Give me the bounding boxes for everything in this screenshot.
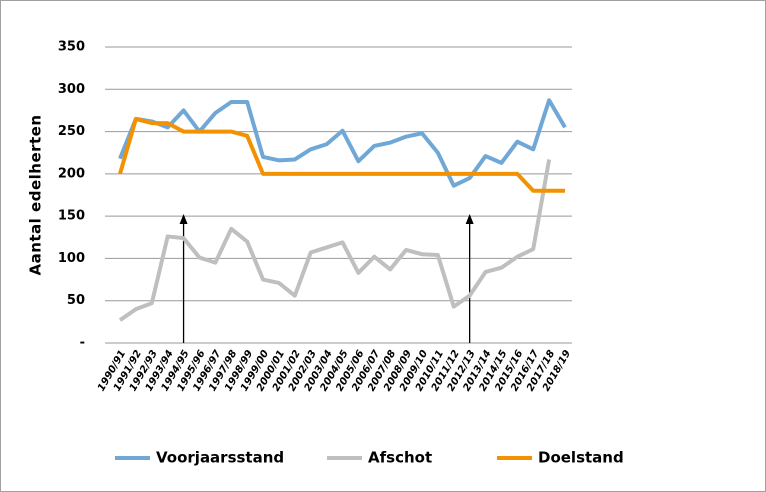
- legend-label: Afschot: [368, 449, 432, 467]
- y-tick-label: 50: [67, 293, 85, 308]
- series-line: [118, 159, 552, 322]
- arrow-head: [179, 214, 188, 224]
- y-tick-label: 300: [58, 82, 85, 97]
- y-tick-label: 200: [58, 166, 85, 181]
- arrow-head: [465, 214, 474, 224]
- series-line: [118, 98, 567, 188]
- y-axis-label: Aantal edelherten: [27, 114, 45, 275]
- y-tick-label: 350: [58, 40, 85, 55]
- legend-label: Voorjaarsstand: [156, 449, 284, 467]
- y-tick-label: 100: [58, 251, 85, 266]
- y-tick-label: 150: [58, 209, 85, 224]
- legend-label: Doelstand: [538, 449, 624, 467]
- series-line: [118, 116, 565, 193]
- y-tick-label: -: [80, 336, 85, 351]
- y-tick-label: 250: [58, 124, 85, 139]
